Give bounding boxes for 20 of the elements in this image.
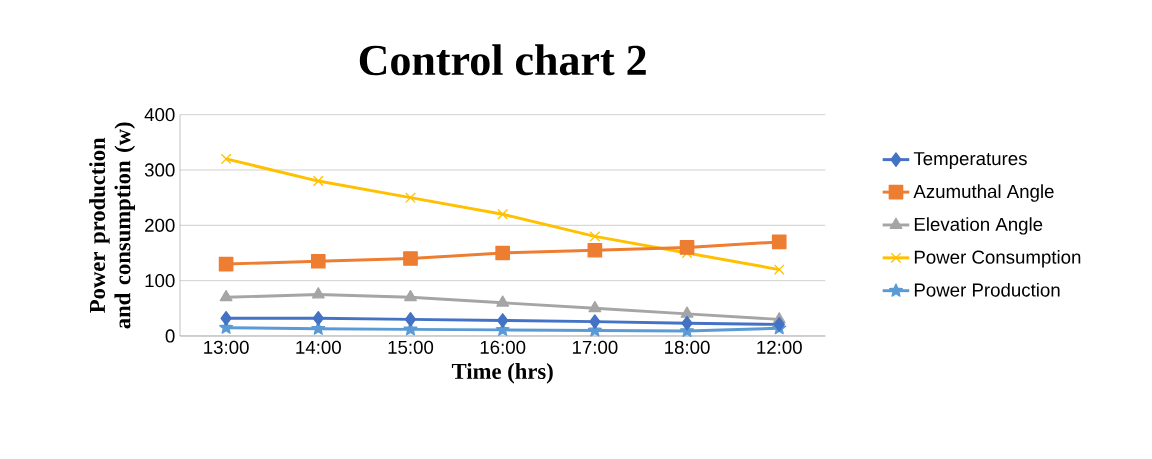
legend-label: Power Production <box>914 282 1060 297</box>
x-tick-label: 18:00 <box>665 340 710 354</box>
chart-title: Control chart 2 <box>359 44 646 76</box>
y-tick-label: 300 <box>144 163 175 177</box>
legend-label: Power Consumption <box>914 250 1081 268</box>
legend-label: Azumuthal Angle <box>913 184 1054 202</box>
legend-label: Elevation Angle <box>914 217 1043 235</box>
y-tick-label: 400 <box>144 108 175 122</box>
y-tick-label: 100 <box>145 274 175 288</box>
x-tick-label: 12:00 <box>757 340 802 354</box>
x-tick-label: 14:00 <box>296 340 341 354</box>
x-tick-label: 13:00 <box>204 340 249 354</box>
y-tick-label: 0 <box>165 329 175 343</box>
legend-label: Temperatures <box>913 152 1027 169</box>
x-tick-label: 15:00 <box>388 340 434 354</box>
y-axis-title: Power production and consumption (w) <box>89 122 136 329</box>
y-tick-label: 200 <box>145 218 175 232</box>
x-tick-label: 16:00 <box>480 340 526 354</box>
x-tick-label: 17:00 <box>572 340 618 354</box>
x-axis-title: Time (hrs) <box>451 363 553 384</box>
